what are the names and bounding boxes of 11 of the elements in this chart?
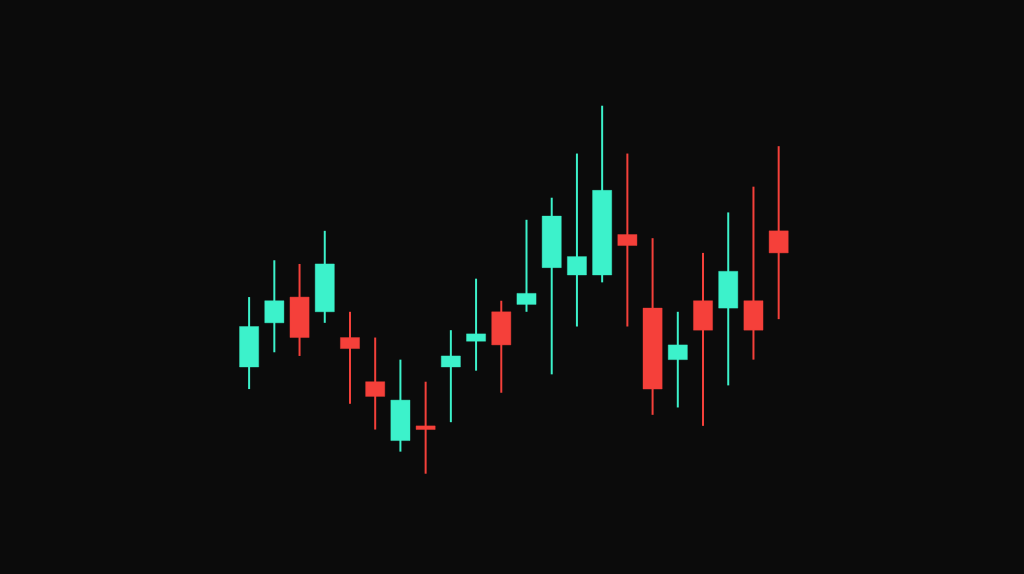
candlestick: [365, 336, 385, 431]
candlestick: [441, 328, 461, 423]
candlestick: [415, 380, 436, 475]
candlestick: [567, 152, 587, 328]
candlestick: [516, 218, 537, 313]
candlestick: [340, 310, 360, 405]
candlestick: [768, 144, 789, 320]
candlestick: [617, 152, 638, 328]
candlestick: [668, 310, 688, 409]
candlestick: [264, 259, 285, 354]
candlestick: [466, 277, 486, 372]
